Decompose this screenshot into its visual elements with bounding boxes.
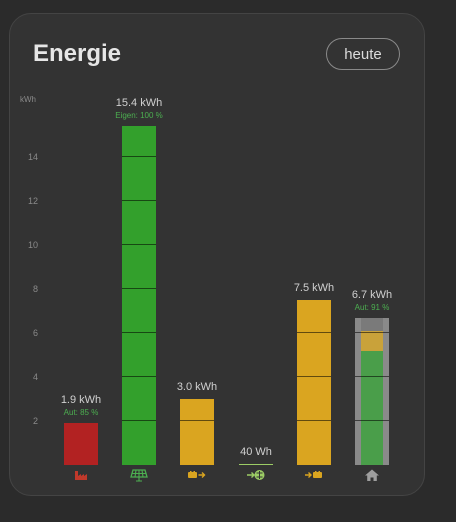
y-tick-label: 8 bbox=[32, 284, 38, 294]
bar-segment-battery bbox=[361, 330, 383, 351]
bar-sub-label: Eigen: 100 % bbox=[115, 111, 163, 121]
bar-sub-label: Aut: 91 % bbox=[354, 302, 390, 312]
bar-value-label: 40 Wh bbox=[240, 446, 272, 458]
bar-grid-line bbox=[122, 199, 156, 201]
bar-grid-line bbox=[297, 420, 331, 421]
solar-panel-icon bbox=[129, 468, 149, 482]
bar-grid-line bbox=[355, 375, 389, 377]
period-button[interactable]: heute bbox=[326, 38, 400, 70]
bar-grid-line bbox=[297, 376, 331, 377]
bar-grid-line bbox=[122, 243, 156, 245]
bar-battery_out[interactable] bbox=[180, 399, 214, 465]
card-title: Energie bbox=[33, 40, 122, 67]
bar-sub-label: Aut: 85 % bbox=[63, 408, 99, 418]
bar-grid-line bbox=[180, 420, 214, 421]
bar-battery_in[interactable] bbox=[297, 300, 331, 465]
bar-value-label: 6.7 kWh bbox=[351, 288, 393, 301]
bar-grid-line bbox=[122, 287, 156, 289]
home-icon bbox=[362, 468, 382, 482]
bar-value-label: 15.4 kWh bbox=[115, 97, 163, 110]
bar-value-label: 1.9 kWh bbox=[60, 394, 102, 407]
bar-grid-line bbox=[122, 375, 156, 377]
bar-segment-solar bbox=[361, 350, 383, 465]
y-tick-label: 14 bbox=[27, 152, 38, 162]
y-axis-unit: kWh bbox=[20, 95, 36, 104]
bar-value-label: 7.5 kWh bbox=[293, 282, 335, 294]
bar-segment-grid bbox=[361, 317, 383, 331]
factory-icon bbox=[71, 468, 91, 482]
bar-grid-line bbox=[122, 331, 156, 333]
grid-export-icon bbox=[246, 468, 266, 482]
bar-consumption_grid[interactable] bbox=[64, 423, 98, 465]
y-tick-label: 2 bbox=[32, 416, 38, 426]
y-tick-label: 10 bbox=[27, 240, 38, 250]
bar-grid-line bbox=[122, 155, 156, 157]
battery-charge-icon bbox=[304, 468, 324, 482]
y-tick-label: 12 bbox=[27, 196, 38, 206]
bar-grid-line bbox=[297, 332, 331, 333]
y-tick-label: 6 bbox=[32, 328, 38, 338]
bar-grid-line bbox=[122, 419, 156, 421]
bar-value-label: 3.0 kWh bbox=[176, 381, 218, 393]
bar-solar[interactable] bbox=[122, 126, 156, 465]
battery-discharge-icon bbox=[187, 468, 207, 482]
bar-grid-line bbox=[355, 419, 389, 421]
bar-grid-line bbox=[355, 331, 389, 333]
energy-card: Energie heute kWh 2 4 6 8 10 12 14 1.9 kWh Aut: … bbox=[9, 13, 425, 496]
y-tick-label: 4 bbox=[32, 372, 38, 382]
bar-home[interactable] bbox=[355, 317, 389, 465]
bar-grid_export[interactable] bbox=[239, 464, 273, 465]
